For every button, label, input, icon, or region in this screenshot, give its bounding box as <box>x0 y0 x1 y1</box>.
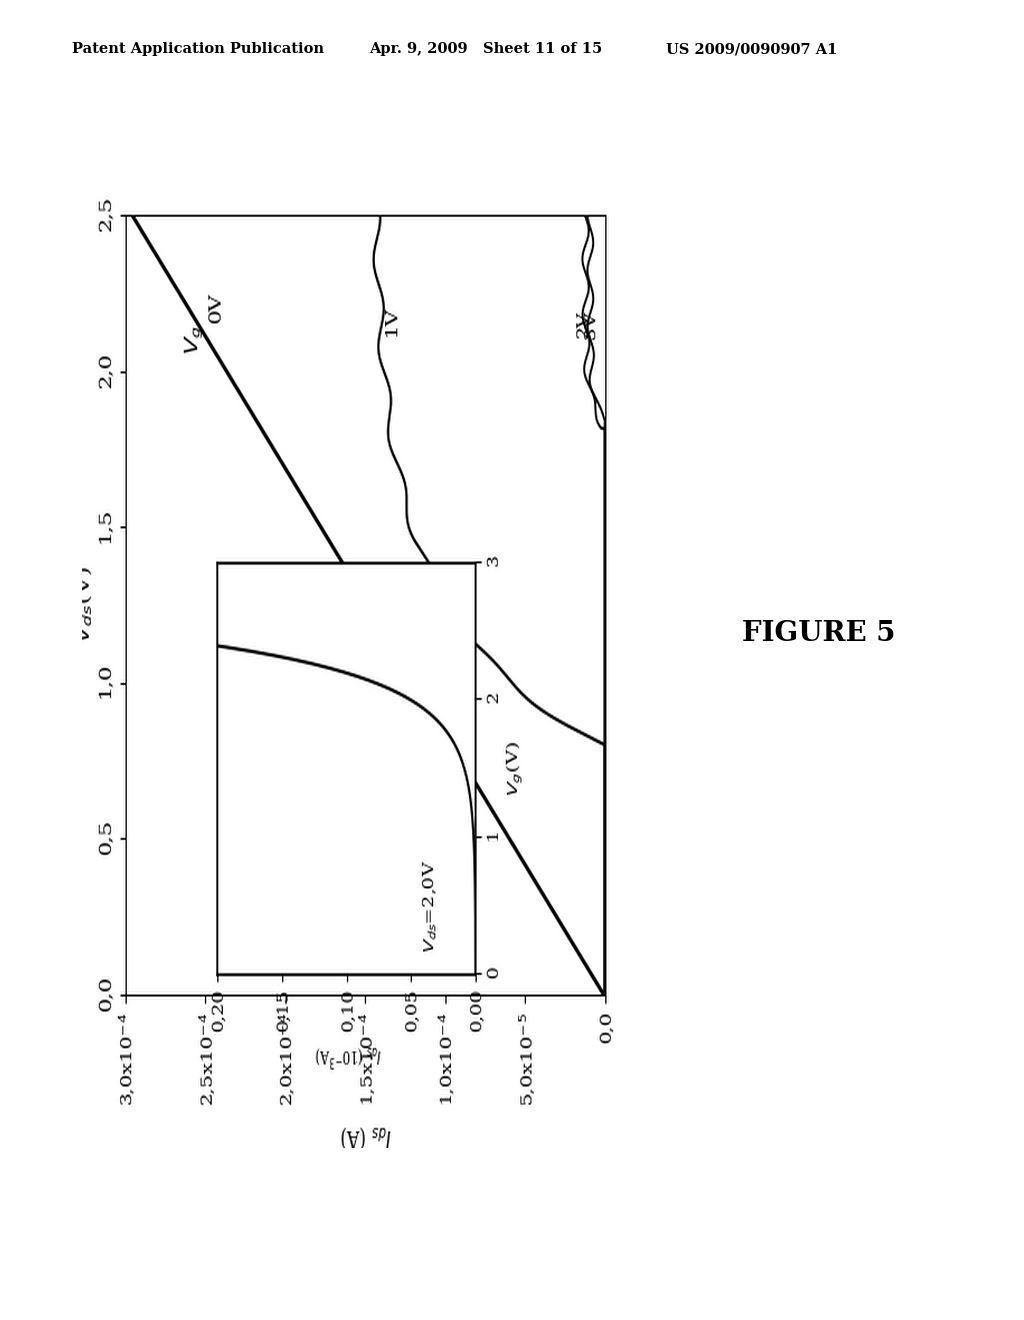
Text: FIGURE 5: FIGURE 5 <box>742 620 896 647</box>
Text: Patent Application Publication: Patent Application Publication <box>72 42 324 57</box>
Text: Apr. 9, 2009   Sheet 11 of 15: Apr. 9, 2009 Sheet 11 of 15 <box>369 42 602 57</box>
Text: US 2009/0090907 A1: US 2009/0090907 A1 <box>666 42 837 57</box>
